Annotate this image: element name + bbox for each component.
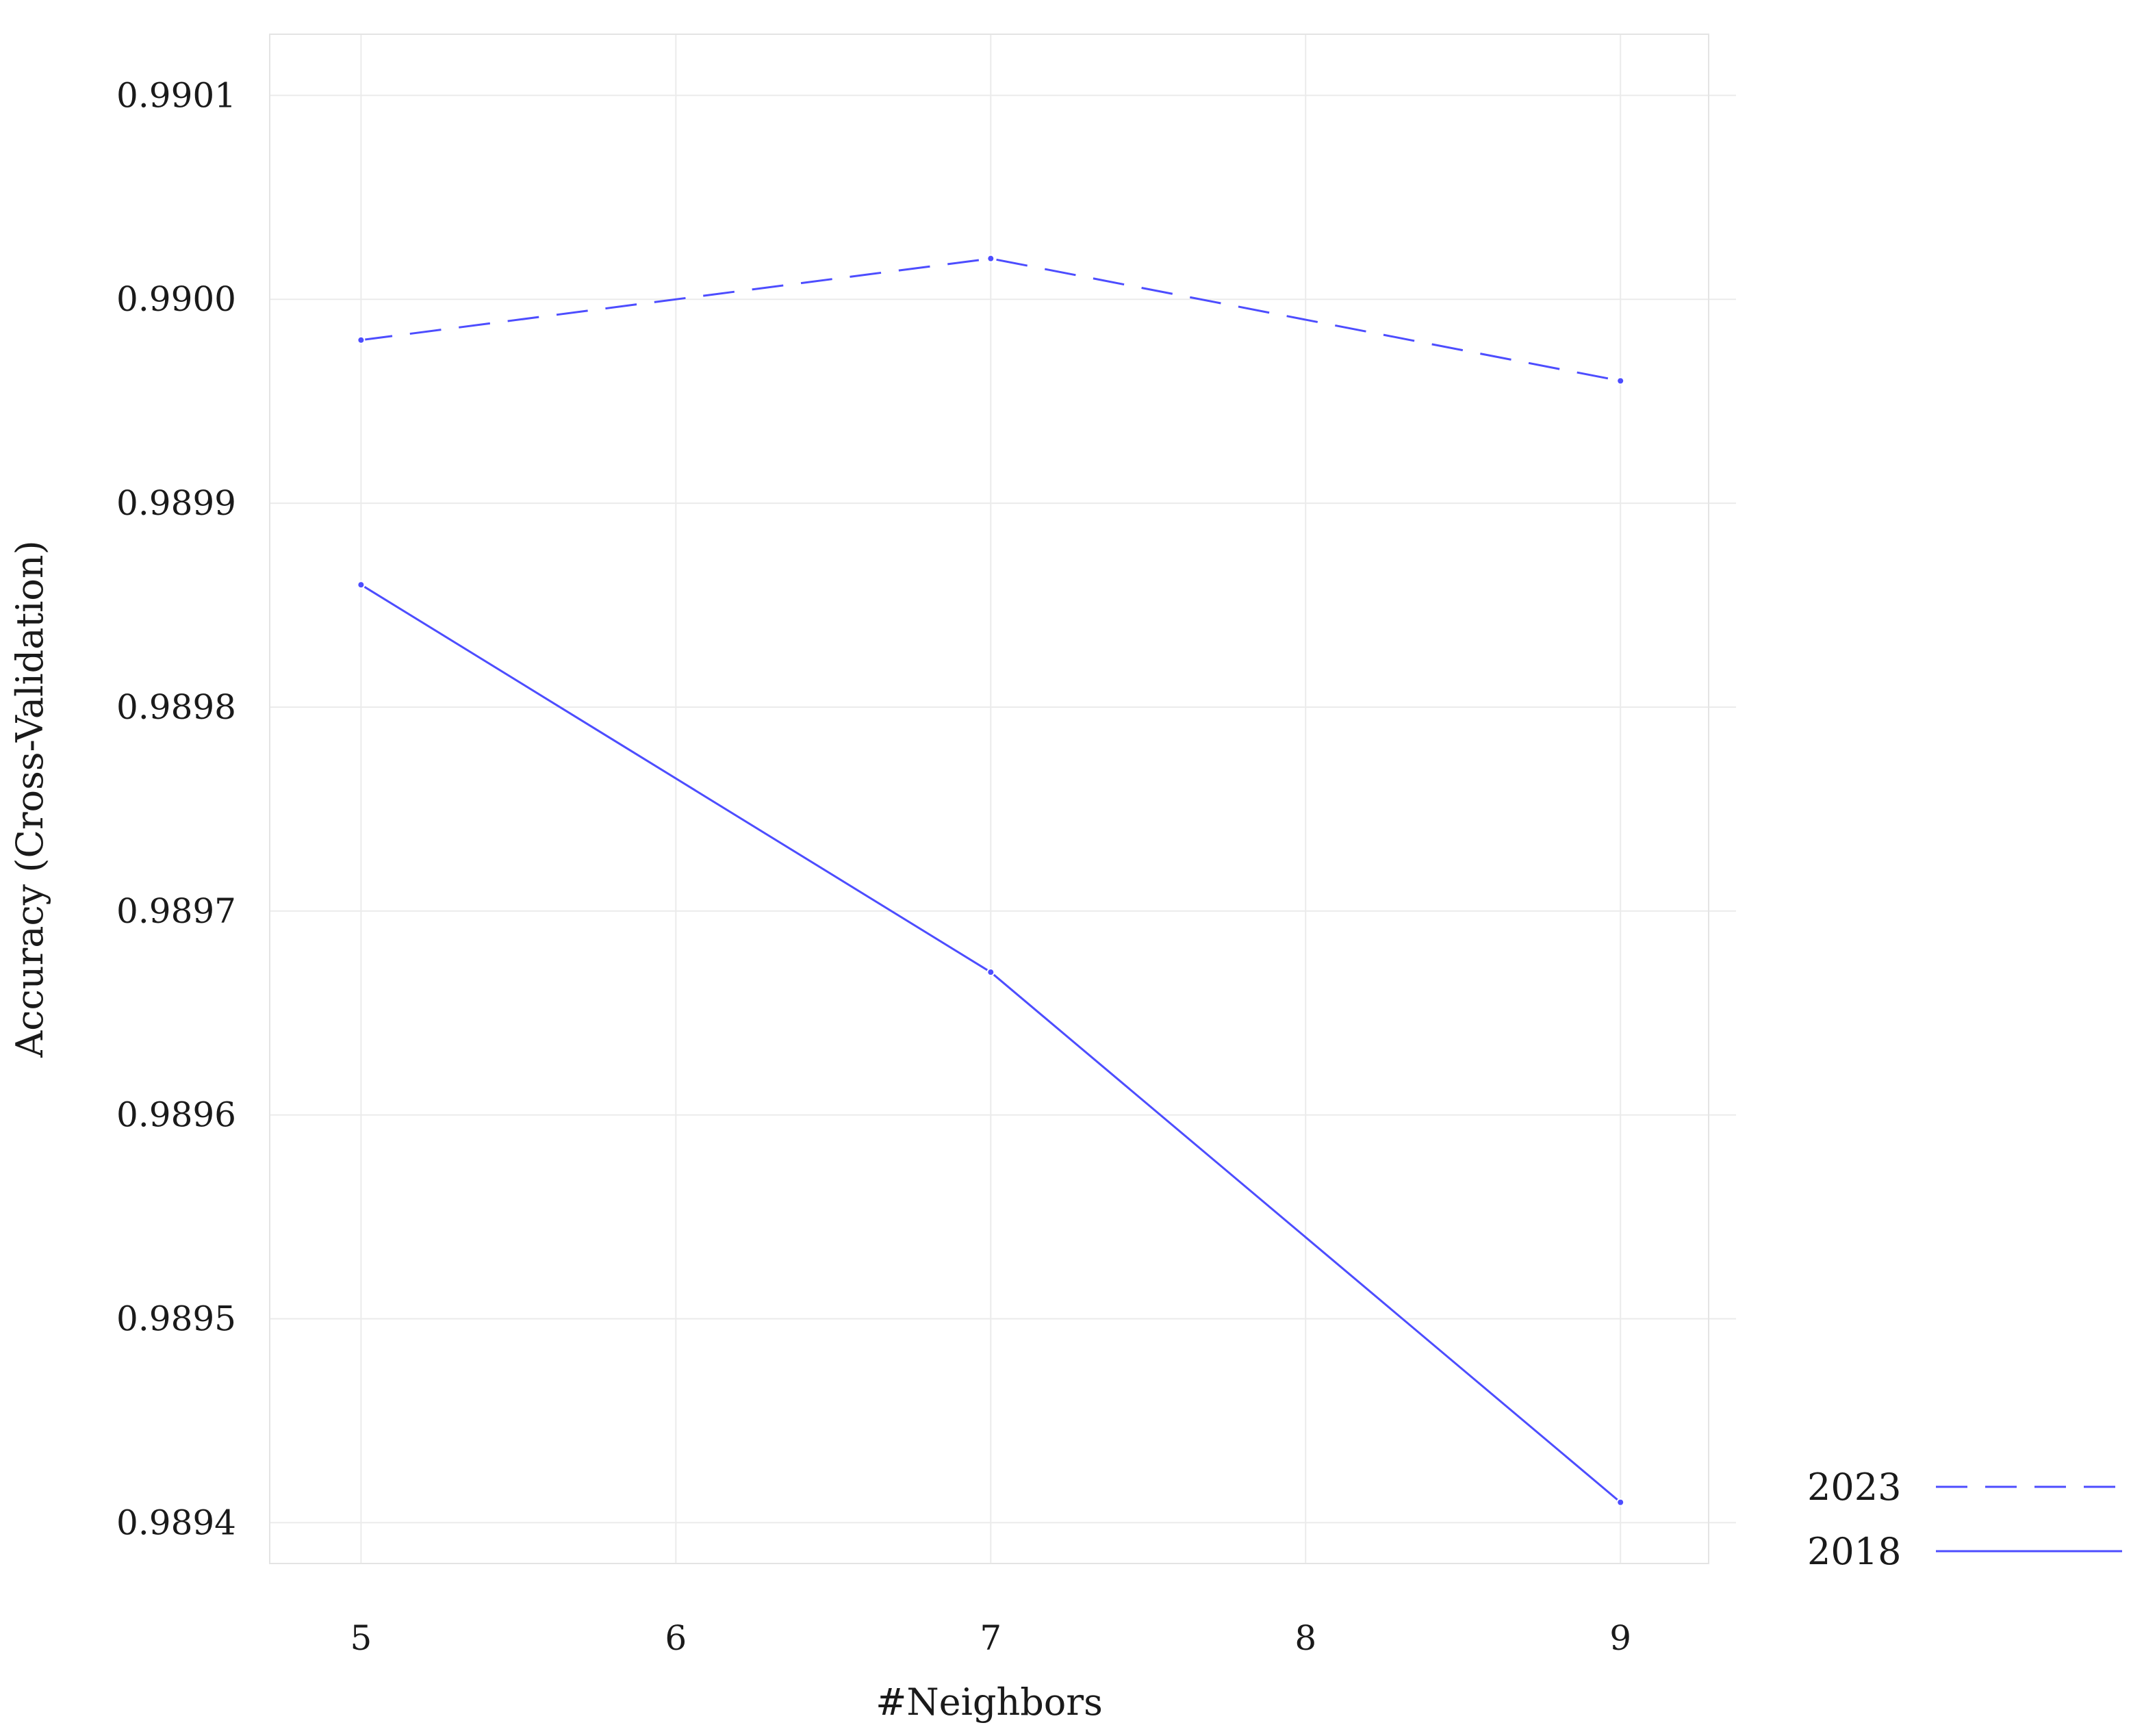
data-point-2023 <box>357 335 366 344</box>
y-tick-label: 0.9897 <box>116 891 236 931</box>
y-tick-label: 0.9896 <box>116 1095 236 1135</box>
y-axis-ticks: 0.9894 0.9895 0.9896 0.9897 0.9898 0.9899 0.99… <box>116 75 236 1542</box>
legend: 2023 2018 <box>1807 1466 2122 1573</box>
data-point-2023 <box>1616 376 1625 385</box>
y-tick-label: 0.9894 <box>116 1503 236 1542</box>
x-tick-label: 9 <box>1609 1618 1631 1658</box>
x-axis-ticks: 5 6 7 8 9 <box>350 1618 1631 1658</box>
data-point-2018 <box>357 580 366 589</box>
grid <box>270 34 1736 1563</box>
y-tick-label: 0.9898 <box>116 687 236 727</box>
series-line-2023 <box>361 257 1621 382</box>
y-tick-label: 0.9895 <box>116 1299 236 1339</box>
x-tick-label: 8 <box>1294 1618 1316 1658</box>
y-tick-label: 0.9901 <box>116 75 236 115</box>
y-tick-label: 0.9899 <box>116 483 236 523</box>
x-tick-label: 5 <box>350 1618 372 1658</box>
plot-frame <box>269 34 1709 1564</box>
x-tick-label: 6 <box>665 1618 687 1658</box>
y-tick-label: 0.9900 <box>116 279 236 319</box>
data-point-2023 <box>986 254 995 263</box>
data-point-2018 <box>986 968 995 977</box>
series-lines <box>357 254 1625 1507</box>
legend-label-2023: 2023 <box>1807 1466 1901 1509</box>
y-axis-title: Accuracy (Cross-Validation) <box>8 540 51 1058</box>
legend-label-2018: 2018 <box>1807 1530 1901 1573</box>
x-axis-title: #Neighbors <box>876 1681 1103 1724</box>
x-tick-label: 7 <box>980 1618 1001 1658</box>
data-point-2018 <box>1616 1498 1625 1507</box>
